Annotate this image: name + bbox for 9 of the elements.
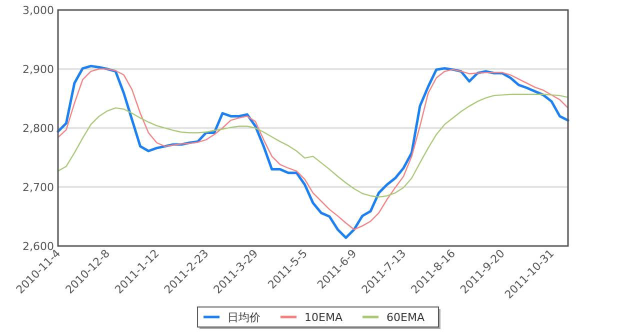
y-tick-label: 2,900 — [22, 63, 54, 76]
legend-label: 日均价 — [228, 311, 261, 324]
y-tick-label: 2,600 — [22, 240, 54, 253]
y-tick-label: 2,700 — [22, 181, 54, 194]
y-tick-label: 3,000 — [22, 4, 54, 17]
line-series — [57, 94, 569, 198]
legend-label: 60EMA — [386, 311, 425, 324]
legend-label: 10EMA — [304, 311, 343, 324]
y-tick-label: 2,800 — [22, 122, 54, 135]
